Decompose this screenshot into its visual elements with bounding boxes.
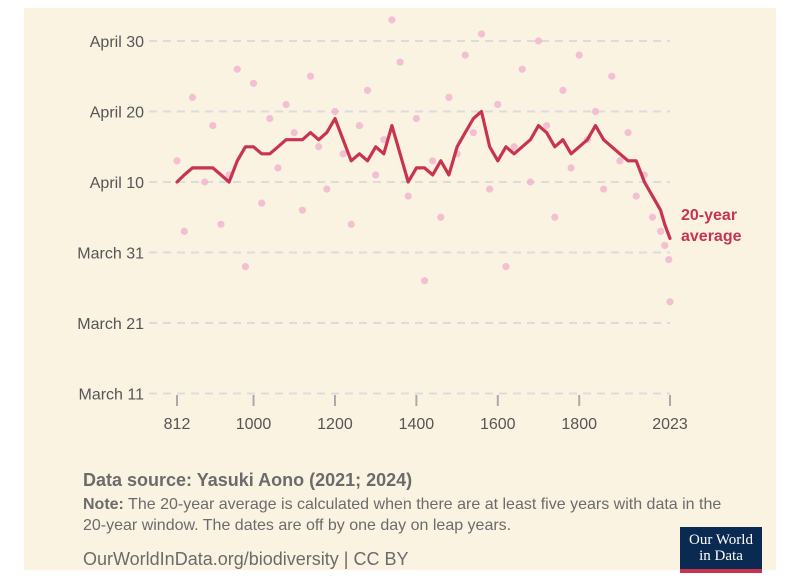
scatter-point <box>372 171 380 179</box>
x-tick-label: 2023 <box>652 416 688 433</box>
x-tick-label: 812 <box>164 416 191 433</box>
scatter-point <box>567 164 575 172</box>
scatter-point <box>518 65 526 73</box>
y-tick-label: April 30 <box>90 34 144 51</box>
scatter-point <box>666 298 674 306</box>
scatter-point <box>543 122 551 130</box>
y-tick-label: April 20 <box>90 105 144 122</box>
scatter-point <box>306 72 315 80</box>
note: Note: The 20-year average is calculated … <box>83 494 723 536</box>
scatter-point <box>188 93 197 101</box>
scatter-point <box>355 122 363 130</box>
scatter-point <box>323 185 331 193</box>
scatter-point <box>445 93 453 101</box>
scatter-point <box>494 100 502 109</box>
average-label-line1: 20-year <box>681 207 737 224</box>
scatter-point <box>404 192 412 200</box>
x-tick-label: 1600 <box>480 416 516 433</box>
scatter-point <box>173 157 181 165</box>
scatter-point <box>551 213 559 221</box>
scatter-point <box>347 220 355 228</box>
scatter-point <box>575 51 583 59</box>
footer-link[interactable]: OurWorldInData.org/biodiversity | CC BY <box>83 549 409 569</box>
scatter-point <box>477 30 486 38</box>
y-tick-label: March 11 <box>78 387 144 404</box>
scatter-point <box>486 185 494 193</box>
owid-logo[interactable]: Our World in Data <box>680 527 762 573</box>
scatter-point <box>534 37 543 45</box>
chart-card: April 30 April 20 April 10 March 31 March 21… <box>24 8 776 573</box>
scatter-point <box>339 150 347 158</box>
y-tick-label: April 10 <box>90 175 144 192</box>
scatter-point <box>510 143 518 151</box>
data-source: Data source: Yasuki Aono (2021; 2024) <box>83 470 413 490</box>
chart-plot: April 30 April 20 April 10 March 31 March 21… <box>77 16 742 433</box>
x-tick-label: 1400 <box>399 416 435 433</box>
scatter-point <box>608 72 616 80</box>
scatter-point <box>502 263 510 271</box>
scatter-point <box>315 143 323 151</box>
scatter-point <box>600 185 608 193</box>
y-tick-labels: April 30 April 20 April 10 March 31 March 21… <box>77 34 144 404</box>
note-text: The 20-year average is calculated when t… <box>83 496 722 534</box>
scatter-point <box>209 122 217 130</box>
scatter-point <box>201 178 209 186</box>
scatter-point <box>241 263 249 271</box>
scatter-point <box>388 16 396 24</box>
x-tick-label: 1800 <box>561 416 597 433</box>
scatter-point <box>266 114 274 123</box>
scatter-point <box>661 241 669 250</box>
scatter-point <box>624 129 632 137</box>
scatter-point <box>282 100 290 109</box>
scatter-point <box>331 107 339 116</box>
scatter-point <box>290 129 298 137</box>
scatter-point <box>298 206 306 214</box>
scatter-point <box>180 227 188 235</box>
x-tick-labels: 812 1000 1200 1400 1600 1800 2023 <box>164 395 688 433</box>
average-line-group <box>175 109 672 240</box>
scatter-point <box>217 220 225 228</box>
note-label: Note: <box>83 496 124 513</box>
scatter-point <box>665 255 673 264</box>
scatter-point <box>461 51 469 59</box>
scatter-point <box>437 213 445 221</box>
scatter-point <box>616 157 624 165</box>
scatter-point <box>469 129 477 137</box>
scatter-point <box>412 114 420 123</box>
logo-line1: Our World <box>689 532 753 548</box>
scatter-point <box>526 178 534 186</box>
scatter-point <box>258 199 266 207</box>
scatter-point <box>559 86 567 94</box>
scatter-point <box>648 213 657 221</box>
scatter-point <box>591 107 600 116</box>
average-label-line2: average <box>681 228 742 245</box>
scatter-point <box>274 164 282 172</box>
scatter-point <box>657 227 665 235</box>
scatter-point <box>632 192 640 200</box>
y-tick-label: March 21 <box>77 316 144 333</box>
scatter-point <box>420 277 429 285</box>
scatter-points <box>173 16 674 306</box>
scatter-point <box>380 136 388 144</box>
logo-line2: in Data <box>699 548 743 564</box>
y-tick-label: March 31 <box>77 246 144 263</box>
x-tick-label: 1000 <box>236 416 272 433</box>
scatter-point <box>233 65 241 73</box>
x-tick-label: 1200 <box>317 416 353 433</box>
average-line <box>175 109 672 240</box>
grid-lines <box>149 40 670 395</box>
scatter-point <box>363 86 372 94</box>
scatter-point <box>429 157 437 165</box>
scatter-point <box>249 79 258 87</box>
scatter-point <box>396 58 404 66</box>
